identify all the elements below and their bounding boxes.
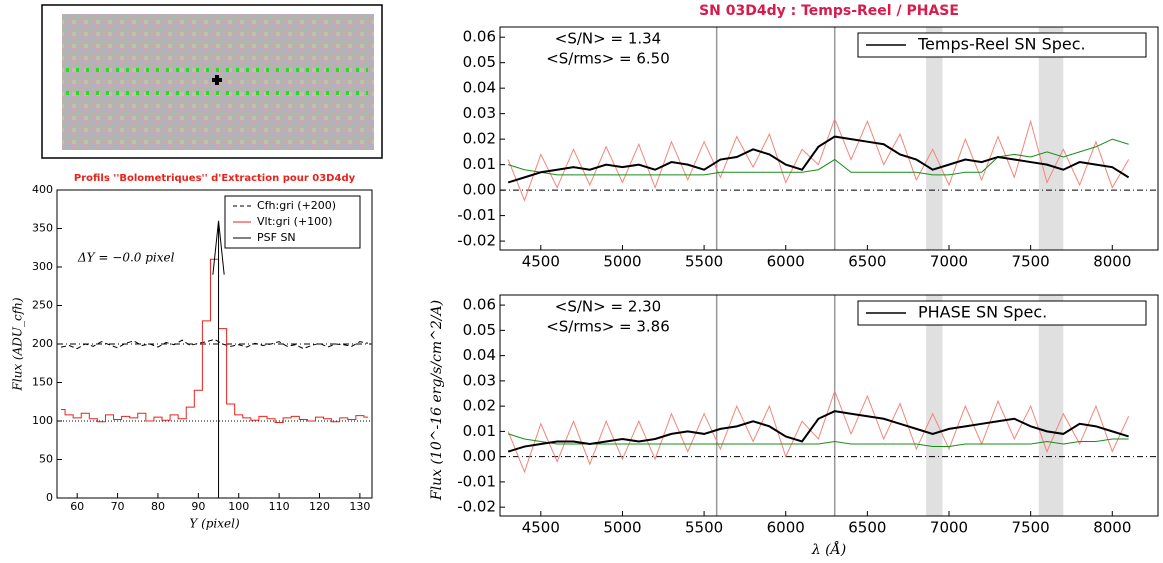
chart-title: SN 03D4dy : Temps-Reel / PHASE <box>699 3 959 19</box>
plot-area <box>500 27 1158 250</box>
x-tick-label: 7000 <box>930 253 968 271</box>
chart: 4500 5000 5500 6000 6500 7000 7500 8000 -0.02 -0.… <box>457 3 1159 271</box>
y-tick-label: 0.03 <box>463 104 496 122</box>
y-axis-label: Flux (10^-16 erg/s/cm^2/A) <box>429 300 445 501</box>
x-tick-label: 8000 <box>1093 519 1131 537</box>
chart: 4500 5000 5500 6000 6500 7000 7500 8000 -0.02 -0.… <box>429 294 1159 558</box>
x-tick-label: 5000 <box>603 519 641 537</box>
series-line <box>507 117 1130 202</box>
y-tick-label: 200 <box>32 337 53 350</box>
annotation: <S/rms> = 6.50 <box>546 50 670 68</box>
x-tick-label: 100 <box>228 500 249 513</box>
y-tick-label: 0.06 <box>463 296 496 314</box>
band <box>1038 295 1064 516</box>
series-line <box>61 258 368 424</box>
y-tick-label: -0.02 <box>457 498 496 516</box>
legend-label: PHASE SN Spec. <box>918 303 1047 322</box>
x-tick-label: 60 <box>70 500 84 513</box>
annotation: <S/N> = 1.34 <box>555 30 661 48</box>
y-tick-label: 0.05 <box>463 53 496 71</box>
x-tick-label: 6000 <box>767 253 805 271</box>
series-line <box>212 220 225 498</box>
x-tick-label: 6500 <box>848 519 886 537</box>
y-tick-label: -0.02 <box>457 232 496 250</box>
x-axis-label: λ (Å) <box>811 540 846 558</box>
band <box>926 295 943 516</box>
x-tick-label: 4500 <box>522 519 560 537</box>
annotation: ΔY = −0.0 pixel <box>77 251 175 265</box>
x-tick-label: 6000 <box>767 519 805 537</box>
chart: 60 70 80 90 100 110 120 130 0 50 100 150 200 250 300 35… <box>11 173 373 531</box>
y-tick-label: 0.03 <box>463 371 496 389</box>
series-line <box>507 410 1129 453</box>
thumbnail <box>41 4 383 159</box>
legend-box <box>857 300 1147 326</box>
y-tick-label: 0.02 <box>463 397 496 415</box>
y-tick-label: 0.00 <box>463 181 496 199</box>
x-tick-label: 70 <box>111 500 125 513</box>
x-tick-label: 130 <box>349 500 370 513</box>
legend-label: Cfh:gri (+200) <box>257 199 336 212</box>
x-tick-label: 5500 <box>685 253 723 271</box>
x-tick-label: 4500 <box>522 253 560 271</box>
y-tick-label: 0.01 <box>463 155 496 173</box>
x-tick-label: 7500 <box>1012 519 1050 537</box>
y-tick-label: 250 <box>32 299 53 312</box>
legend-label: Temps-Reel SN Spec. <box>917 35 1086 54</box>
y-tick-label: 300 <box>32 260 53 273</box>
annotation: <S/rms> = 3.86 <box>546 318 670 336</box>
legend-label: PSF SN <box>257 231 296 244</box>
chart-title: Profils ''Bolometriques'' d'Extraction p… <box>74 173 356 184</box>
y-tick-label: 0.01 <box>463 422 496 440</box>
series-line <box>507 389 1130 474</box>
y-tick-label: 0.06 <box>463 28 496 46</box>
series-line <box>507 135 1130 184</box>
y-tick-label: -0.01 <box>457 472 496 490</box>
x-tick-label: 90 <box>191 500 205 513</box>
y-tick-label: 150 <box>32 376 53 389</box>
annotation: <S/N> = 2.30 <box>555 298 661 316</box>
y-tick-label: 0.00 <box>463 447 496 465</box>
band <box>926 27 943 250</box>
x-tick-label: 5500 <box>685 519 723 537</box>
y-tick-label: 0.05 <box>463 321 496 339</box>
y-tick-label: 100 <box>32 414 53 427</box>
y-tick-label: 0.04 <box>463 79 496 97</box>
x-tick-label: 8000 <box>1093 253 1131 271</box>
series-line <box>508 138 1129 176</box>
y-tick-label: 350 <box>32 222 53 235</box>
y-tick-label: 400 <box>32 183 53 196</box>
axes-frame <box>499 294 1159 517</box>
series-line <box>508 433 1129 448</box>
x-tick-label: 6500 <box>848 253 886 271</box>
x-tick-label: 5000 <box>603 253 641 271</box>
y-tick-label: 50 <box>39 453 53 466</box>
series-line <box>60 338 369 350</box>
x-tick-label: 7500 <box>1012 253 1050 271</box>
x-tick-label: 7000 <box>930 519 968 537</box>
y-tick-label: 0.02 <box>463 130 496 148</box>
legend-box <box>857 32 1147 58</box>
y-tick-label: 0 <box>46 491 53 504</box>
plot-area <box>57 220 372 498</box>
axes-frame <box>499 26 1159 251</box>
band <box>1038 27 1064 250</box>
y-tick-label: 0.04 <box>463 346 496 364</box>
x-axis-label: Y (pixel) <box>189 517 240 531</box>
x-tick-label: 110 <box>269 500 290 513</box>
legend-label: Vlt:gri (+100) <box>257 215 332 228</box>
y-tick-label: -0.01 <box>457 206 496 224</box>
plot-area <box>500 295 1158 516</box>
y-axis-label: Flux (ADU_cfh) <box>11 297 25 391</box>
x-tick-label: 80 <box>151 500 165 513</box>
x-tick-label: 120 <box>309 500 330 513</box>
